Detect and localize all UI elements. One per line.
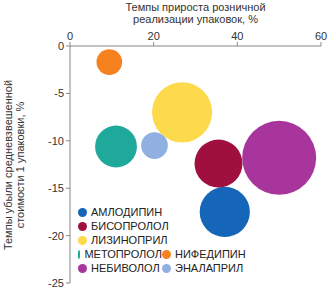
html-text:Темпы убыли средневзвешенной с: Темпы убыли средневзвешенной стоимости 1… (2, 79, 26, 250)
svg-text:0: 0 (58, 40, 64, 52)
svg-text:-25: -25 (48, 277, 64, 289)
html-text:НИФЕДИПИН: НИФЕДИПИН (175, 248, 246, 260)
svg-text:40: 40 (231, 30, 243, 42)
svg-text:-10: -10 (48, 135, 64, 147)
html-text:НЕБИВОЛОЛ: НЕБИВОЛОЛ (91, 262, 160, 274)
html-text:БИСОПРОЛОЛ: БИСОПРОЛОЛ (91, 220, 169, 232)
svg-text:-5: -5 (54, 87, 64, 99)
svg-text:20: 20 (148, 30, 160, 42)
svg-text:60: 60 (315, 30, 323, 42)
svg-text:-20: -20 (48, 230, 64, 242)
html-text:ЭНАЛАПРИЛ: ЭНАЛАПРИЛ (175, 262, 244, 274)
svg-text:0: 0 (67, 30, 73, 42)
html-text:МЕТОПРОЛОЛ: МЕТОПРОЛОЛ (84, 248, 162, 260)
html-text:АМЛОДИПИН: АМЛОДИПИН (91, 206, 163, 218)
svg-text:-15: -15 (48, 182, 64, 194)
html-text:Темпы прироста розничной реали: Темпы прироста розничной реализации упак… (125, 1, 266, 25)
html-text:ЛИЗИНОПРИЛ: ЛИЗИНОПРИЛ (91, 234, 168, 246)
